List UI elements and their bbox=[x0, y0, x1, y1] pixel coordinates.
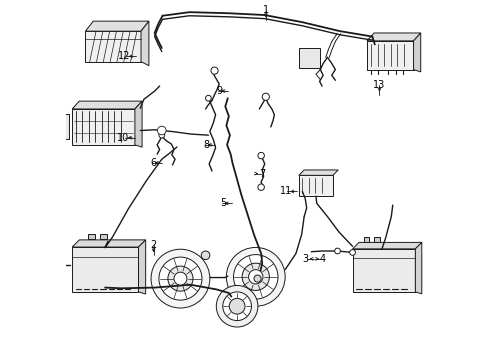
Bar bbox=[299, 48, 320, 68]
Circle shape bbox=[248, 270, 263, 284]
Text: 11: 11 bbox=[280, 186, 292, 197]
Circle shape bbox=[226, 247, 285, 306]
Circle shape bbox=[159, 257, 202, 300]
Circle shape bbox=[201, 251, 210, 260]
Bar bbox=[353, 249, 416, 292]
Polygon shape bbox=[135, 101, 142, 147]
Bar bbox=[72, 109, 135, 145]
Circle shape bbox=[211, 67, 218, 74]
Bar bbox=[364, 237, 369, 242]
Circle shape bbox=[229, 298, 245, 314]
Circle shape bbox=[350, 249, 355, 255]
Bar bbox=[88, 234, 95, 239]
Bar bbox=[100, 234, 107, 239]
Polygon shape bbox=[367, 33, 421, 41]
Circle shape bbox=[205, 95, 211, 101]
Text: 13: 13 bbox=[373, 80, 386, 90]
Circle shape bbox=[262, 93, 270, 100]
Circle shape bbox=[242, 263, 270, 291]
Text: 6: 6 bbox=[150, 158, 156, 168]
Polygon shape bbox=[72, 240, 146, 247]
Polygon shape bbox=[141, 21, 149, 66]
Polygon shape bbox=[139, 240, 146, 294]
Circle shape bbox=[223, 292, 251, 320]
Polygon shape bbox=[353, 242, 422, 249]
Circle shape bbox=[174, 272, 187, 285]
Bar bbox=[85, 31, 141, 62]
Text: 5: 5 bbox=[220, 198, 226, 208]
Circle shape bbox=[216, 285, 258, 327]
Text: 10: 10 bbox=[117, 133, 129, 143]
Circle shape bbox=[258, 184, 265, 190]
Circle shape bbox=[151, 249, 210, 308]
Polygon shape bbox=[85, 21, 149, 31]
Circle shape bbox=[159, 132, 165, 138]
Text: 7: 7 bbox=[259, 168, 265, 179]
Circle shape bbox=[258, 152, 265, 159]
Circle shape bbox=[335, 248, 341, 254]
Polygon shape bbox=[414, 33, 421, 72]
Circle shape bbox=[234, 255, 278, 299]
Circle shape bbox=[168, 266, 193, 291]
Bar bbox=[374, 237, 380, 242]
Polygon shape bbox=[416, 242, 422, 294]
Text: 8: 8 bbox=[203, 140, 210, 150]
Polygon shape bbox=[72, 101, 142, 109]
Text: 1: 1 bbox=[263, 5, 269, 15]
Circle shape bbox=[254, 275, 261, 282]
Text: 9: 9 bbox=[217, 86, 223, 96]
Text: 4: 4 bbox=[320, 254, 326, 264]
Bar bbox=[299, 175, 333, 196]
Bar bbox=[367, 41, 414, 69]
Circle shape bbox=[157, 126, 166, 135]
Text: 12: 12 bbox=[118, 51, 131, 61]
Text: 2: 2 bbox=[150, 240, 157, 250]
Text: 3: 3 bbox=[303, 254, 309, 264]
Bar bbox=[60, 114, 69, 139]
Bar bbox=[72, 247, 139, 292]
Polygon shape bbox=[299, 170, 338, 175]
